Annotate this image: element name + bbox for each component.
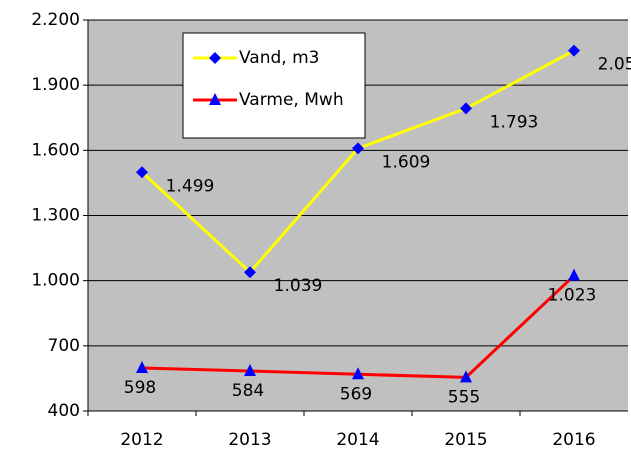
legend <box>182 32 366 139</box>
y-tick-label: 1.300 <box>31 206 80 226</box>
x-tick-label: 2013 <box>228 430 271 450</box>
marker <box>460 102 472 115</box>
marker <box>352 367 364 380</box>
value-label: 1.793 <box>490 112 539 132</box>
marker <box>209 52 221 64</box>
marker <box>568 44 580 57</box>
marker <box>136 360 148 373</box>
y-tick-label: 2.200 <box>31 10 80 30</box>
y-tick-label: 700 <box>48 336 80 356</box>
x-tick-label: 2012 <box>120 430 163 450</box>
marker <box>352 142 364 155</box>
marker <box>136 166 148 179</box>
value-label: 584 <box>232 381 264 401</box>
x-tick-label: 2014 <box>336 430 379 450</box>
marker <box>209 93 221 105</box>
marker <box>568 268 580 281</box>
y-tick-label: 1.900 <box>31 75 80 95</box>
y-tick-label: 400 <box>48 401 80 421</box>
value-label: 555 <box>448 387 480 407</box>
value-label: 569 <box>340 384 372 404</box>
x-tick-label: 2015 <box>444 430 487 450</box>
value-label: 1.023 <box>548 286 597 306</box>
marker <box>460 370 472 383</box>
value-label: 1.609 <box>382 152 431 172</box>
legend-label: Vand, m3 <box>239 48 319 68</box>
legend-label: Varme, Mwh <box>239 90 344 110</box>
value-label: 2.059 <box>598 55 631 75</box>
value-label: 1.039 <box>274 276 323 296</box>
marker <box>244 266 256 279</box>
y-tick-label: 1.000 <box>31 271 80 291</box>
x-tick-label: 2016 <box>552 430 595 450</box>
value-label: 598 <box>124 378 156 398</box>
marker <box>244 364 256 377</box>
value-label: 1.499 <box>166 176 215 196</box>
y-tick-label: 1.600 <box>31 140 80 160</box>
